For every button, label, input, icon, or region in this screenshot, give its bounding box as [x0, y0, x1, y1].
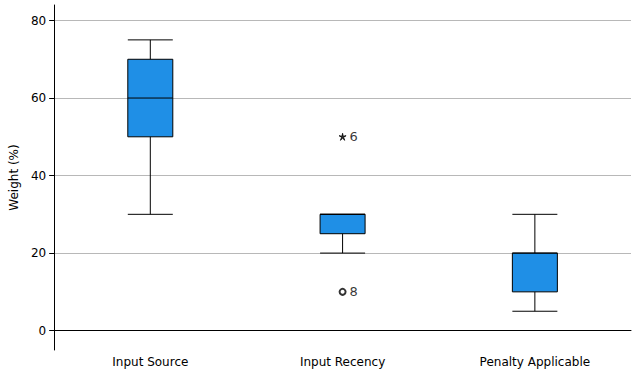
svg-text:80: 80 [31, 14, 46, 28]
svg-text:0: 0 [39, 324, 47, 338]
svg-text:Weight (%): Weight (%) [7, 144, 21, 210]
svg-text:Input Source: Input Source [112, 355, 188, 369]
svg-text:60: 60 [31, 91, 46, 105]
svg-text:6: 6 [350, 129, 358, 144]
svg-text:8: 8 [350, 284, 358, 299]
svg-text:20: 20 [31, 246, 46, 260]
svg-text:40: 40 [31, 169, 46, 183]
svg-text:Input Recency: Input Recency [300, 355, 385, 369]
svg-text:Penalty Applicable: Penalty Applicable [480, 355, 591, 369]
